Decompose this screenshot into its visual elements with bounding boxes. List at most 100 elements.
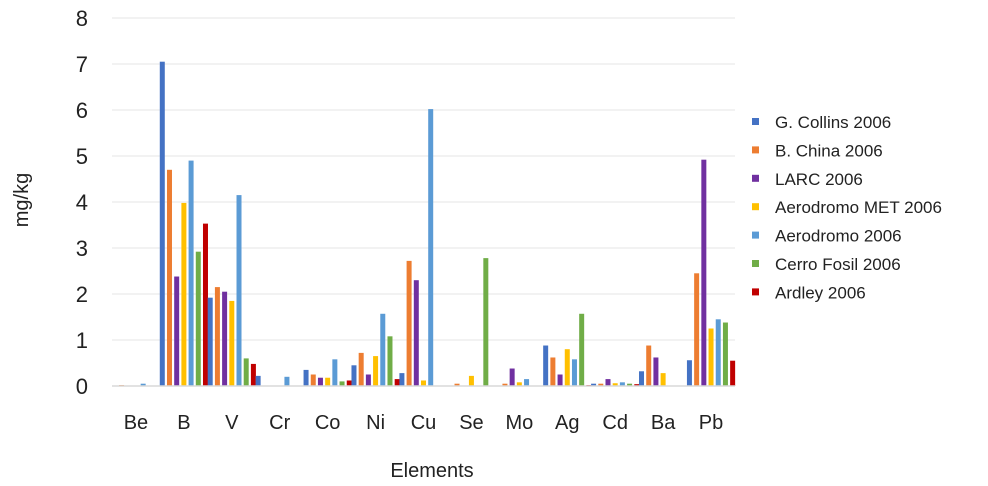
bar [550, 357, 556, 386]
x-tick-label: Cu [411, 412, 437, 434]
bar [557, 374, 563, 386]
bar [694, 273, 700, 386]
bar [715, 319, 721, 386]
x-tick-label: Mo [505, 412, 533, 434]
bar [509, 368, 515, 386]
bar [619, 382, 625, 386]
x-tick-label: Co [315, 412, 341, 434]
bar [346, 380, 352, 386]
bar [483, 258, 489, 386]
bar [202, 223, 208, 386]
y-tick-label: 8 [76, 6, 88, 31]
bar [627, 383, 633, 386]
y-tick-label: 7 [76, 52, 88, 77]
bar [579, 313, 585, 386]
legend: G. Collins 2006 B. China 2006 LARC 2006 Aer… [752, 113, 942, 302]
bar [303, 369, 309, 386]
bar [229, 300, 235, 386]
bar [653, 357, 659, 386]
bar [722, 322, 728, 386]
x-tick-label: Ba [651, 412, 676, 434]
bar [250, 363, 256, 386]
bar [605, 379, 611, 386]
bar [188, 160, 194, 386]
bar [310, 374, 316, 386]
x-tick-label: Cd [602, 412, 628, 434]
legend-swatch [752, 231, 759, 239]
y-axis-label: mg/kg [11, 173, 33, 227]
bar [325, 377, 331, 386]
bar [701, 159, 707, 386]
bar [339, 381, 345, 386]
y-tick-label: 2 [76, 282, 88, 307]
bar [454, 383, 460, 386]
legend-entry: Aerodromo MET 2006 [775, 198, 942, 217]
legend-entry: G. Collins 2006 [775, 113, 891, 132]
bar [195, 251, 201, 386]
bar [373, 356, 379, 386]
bar [646, 345, 652, 386]
bar [413, 280, 419, 386]
x-axis-ticks: Be B V Cr Co Ni Cu Se Mo Ag Cd Ba Pb [124, 412, 724, 434]
x-tick-label: Ag [555, 412, 579, 434]
bar [634, 384, 640, 386]
x-tick-label: B [177, 412, 190, 434]
x-tick-label: Ni [366, 412, 385, 434]
bar [317, 377, 323, 386]
bar [686, 360, 692, 386]
legend-entry: Cerro Fosil 2006 [775, 255, 901, 274]
bar [591, 383, 597, 386]
bar [543, 345, 549, 386]
legend-swatch [752, 118, 759, 125]
x-axis-label: Elements [390, 460, 473, 482]
bar [502, 383, 508, 386]
legend-swatch [752, 260, 759, 267]
bar [351, 365, 357, 386]
x-tick-label: Be [124, 412, 148, 434]
bar [181, 202, 187, 386]
legend-swatch [752, 146, 759, 154]
y-tick-label: 0 [76, 374, 88, 399]
bar [639, 371, 645, 386]
y-tick-label: 4 [76, 190, 88, 215]
bar [236, 195, 242, 386]
legend-entry: Aerodromo 2006 [775, 227, 902, 246]
bar [166, 169, 172, 386]
x-tick-label: V [225, 412, 239, 434]
bar [380, 313, 386, 386]
bar [358, 352, 364, 386]
bar [564, 349, 570, 386]
y-tick-label: 3 [76, 236, 88, 261]
bar [598, 383, 604, 386]
x-tick-label: Pb [699, 412, 723, 434]
y-tick-label: 6 [76, 98, 88, 123]
bar [524, 379, 530, 386]
bar [332, 359, 338, 386]
y-tick-label: 1 [76, 328, 88, 353]
legend-entry: B. China 2006 [775, 141, 883, 160]
legend-entry: Ardley 2006 [775, 283, 866, 302]
x-tick-label: Se [459, 412, 483, 434]
bar [571, 359, 577, 386]
x-tick-label: Cr [269, 412, 290, 434]
bar [394, 379, 400, 386]
legend-swatch [752, 203, 759, 211]
bar [428, 109, 434, 386]
bar [516, 382, 522, 386]
bar [284, 376, 290, 386]
legend-entry: LARC 2006 [775, 170, 863, 189]
bar [468, 375, 474, 386]
bar [140, 383, 146, 386]
bar [365, 374, 371, 386]
bar [255, 375, 261, 386]
y-axis-ticks: 0 1 2 3 4 5 6 7 8 [76, 6, 88, 399]
bar [708, 328, 714, 386]
bar [214, 287, 220, 386]
legend-swatch [752, 174, 759, 182]
bar [207, 297, 213, 386]
bar [421, 380, 426, 386]
bar [174, 276, 180, 386]
y-tick-label: 5 [76, 144, 88, 169]
bar [406, 260, 412, 386]
